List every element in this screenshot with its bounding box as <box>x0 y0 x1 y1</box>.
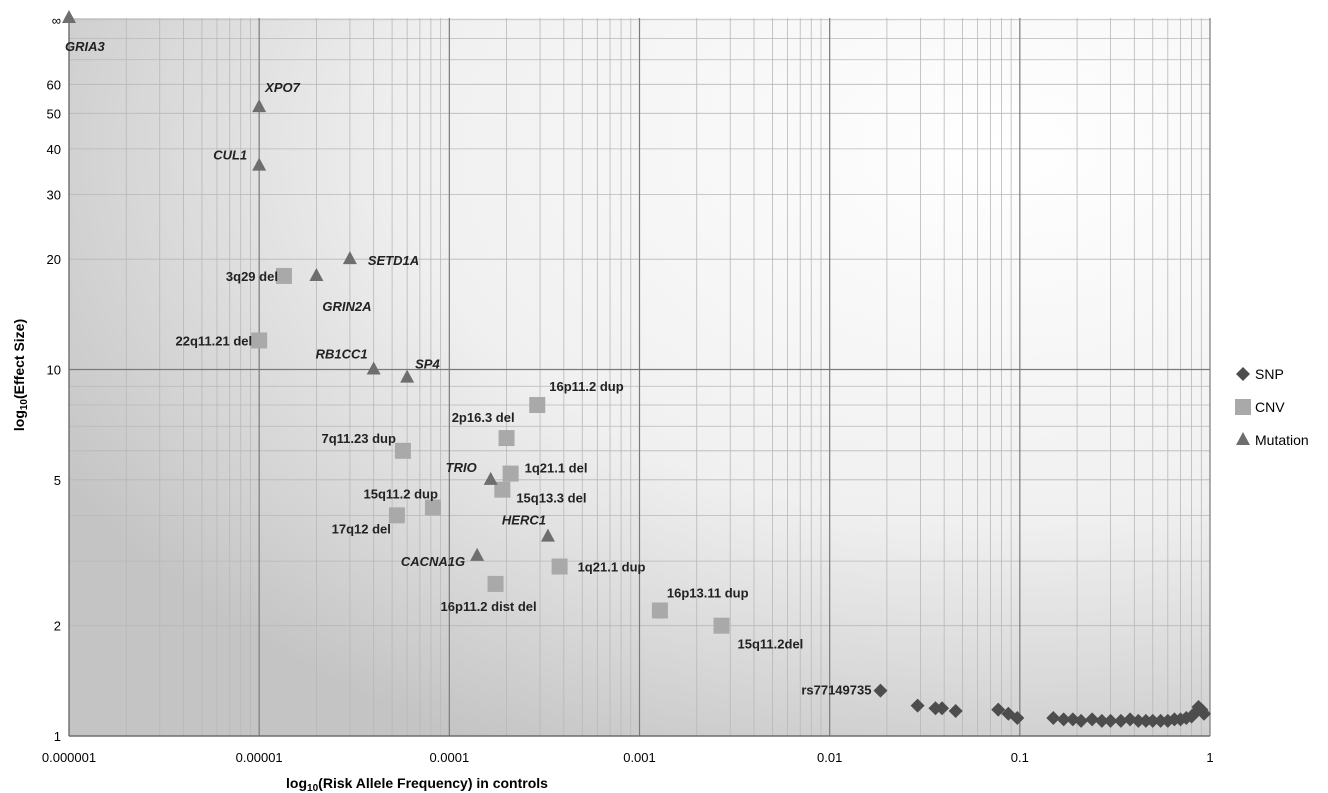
data-label: 22q11.21 del <box>176 333 253 348</box>
data-label: 7q11.23 dup <box>321 431 395 446</box>
x-tick-label: 0.000001 <box>42 750 96 765</box>
mutation-point <box>252 157 267 171</box>
y-tick-label: 10 <box>47 363 61 378</box>
x-tick-label: 0.0001 <box>429 750 469 765</box>
data-label: CACNA1G <box>401 554 465 569</box>
cnv-point <box>498 430 515 447</box>
snp-point <box>1074 713 1089 728</box>
mutation-point <box>470 547 485 561</box>
y-tick-label: 1 <box>54 729 61 744</box>
mutation-point <box>400 369 415 383</box>
mutation-point <box>62 10 76 23</box>
cnv-point <box>388 507 405 524</box>
data-label: 3q29 del <box>226 269 278 284</box>
data-points <box>62 10 1212 728</box>
snp-point <box>935 701 950 716</box>
y-tick-label: 5 <box>54 473 61 488</box>
data-label: HERC1 <box>502 513 546 528</box>
major-gridlines <box>68 18 1211 737</box>
snp-point <box>1046 710 1061 725</box>
mutation-point <box>366 361 381 375</box>
legend-label: SNP <box>1255 366 1284 382</box>
y-tick-label-infinity: ∞ <box>52 13 61 28</box>
x-tick-label: 1 <box>1206 750 1213 765</box>
data-label: SETD1A <box>368 253 419 268</box>
snp-point <box>1085 712 1100 727</box>
mutation-point <box>252 99 267 113</box>
cnv-point <box>251 332 268 349</box>
x-tick-label: 0.00001 <box>236 750 283 765</box>
data-label: rs77149735 <box>801 683 871 698</box>
snp-point <box>1056 712 1071 727</box>
cnv-point <box>487 575 504 592</box>
y-tick-label: 50 <box>47 106 61 121</box>
snp-point <box>948 704 963 719</box>
snp-point <box>910 698 925 713</box>
snp-point <box>873 683 888 698</box>
legend-marker-mutation <box>1236 432 1250 445</box>
data-label: CUL1 <box>213 148 247 163</box>
data-label: 2p16.3 del <box>452 410 515 425</box>
snp-point <box>1103 713 1118 728</box>
x-tick-label: 0.1 <box>1011 750 1029 765</box>
data-label: 16p11.2 dup <box>549 379 623 394</box>
mutation-point <box>342 251 357 265</box>
legend: SNP CNV Mutation <box>1235 366 1309 448</box>
snp-point <box>1131 713 1146 728</box>
legend-label: Mutation <box>1255 432 1309 448</box>
legend-marker-snp <box>1236 367 1250 381</box>
data-label: XPO7 <box>264 80 300 95</box>
y-tick-label: 40 <box>47 142 61 157</box>
y-axis-ticks: 1 2 5 10 20 30 40 50 60 ∞ <box>47 13 61 744</box>
data-label: 15q11.2 dup <box>364 487 438 502</box>
data-label: 1q21.1 del <box>525 461 588 476</box>
cnv-point <box>424 499 441 516</box>
cnv-point <box>529 397 546 414</box>
data-label: TRIO <box>446 460 477 475</box>
mutation-point <box>540 528 555 542</box>
cnv-point <box>651 602 668 619</box>
data-label: 15q13.3 del <box>516 491 586 506</box>
data-label: SP4 <box>415 357 440 372</box>
x-tick-label: 0.001 <box>623 750 656 765</box>
y-tick-label: 60 <box>47 77 61 92</box>
cnv-point <box>394 442 411 459</box>
cnv-point <box>494 481 511 498</box>
x-axis-ticks: 0.000001 0.00001 0.0001 0.001 0.01 0.1 1 <box>42 750 1214 765</box>
snp-point <box>1153 713 1168 728</box>
data-label: 16p13.11 dup <box>667 586 749 601</box>
cnv-point <box>551 558 568 575</box>
y-tick-label: 30 <box>47 188 61 203</box>
mutation-point <box>309 267 324 281</box>
cnv-point <box>502 465 519 482</box>
snp-point <box>991 702 1006 717</box>
data-label: GRIA3 <box>65 39 106 54</box>
legend-label: CNV <box>1255 399 1285 415</box>
x-axis-title: log10(Risk Allele Frequency) in controls <box>286 775 548 793</box>
data-label: GRIN2A <box>322 299 371 314</box>
snp-point <box>1113 713 1128 728</box>
cnv-point <box>275 267 292 284</box>
mutation-point <box>483 471 498 485</box>
data-label: 1q21.1 dup <box>578 560 646 575</box>
data-label: 17q12 del <box>332 521 391 536</box>
data-label: 16p11.2 dist del <box>441 599 537 614</box>
data-label: RB1CC1 <box>316 347 368 362</box>
snp-point <box>1010 710 1025 725</box>
data-label: 15q11.2del <box>738 637 804 652</box>
legend-marker-cnv <box>1235 399 1251 415</box>
y-tick-label: 2 <box>54 619 61 634</box>
x-tick-label: 0.01 <box>817 750 842 765</box>
y-axis-title: log10(Effect Size) <box>11 319 30 431</box>
snp-point <box>1094 713 1109 728</box>
y-tick-label: 20 <box>47 252 61 267</box>
cnv-point <box>713 617 730 634</box>
snp-point <box>1197 706 1212 721</box>
point-labels: rs77149735 3q29 del 22q11.21 del 16p11.2 du… <box>65 39 871 698</box>
snp-point <box>1145 713 1160 728</box>
